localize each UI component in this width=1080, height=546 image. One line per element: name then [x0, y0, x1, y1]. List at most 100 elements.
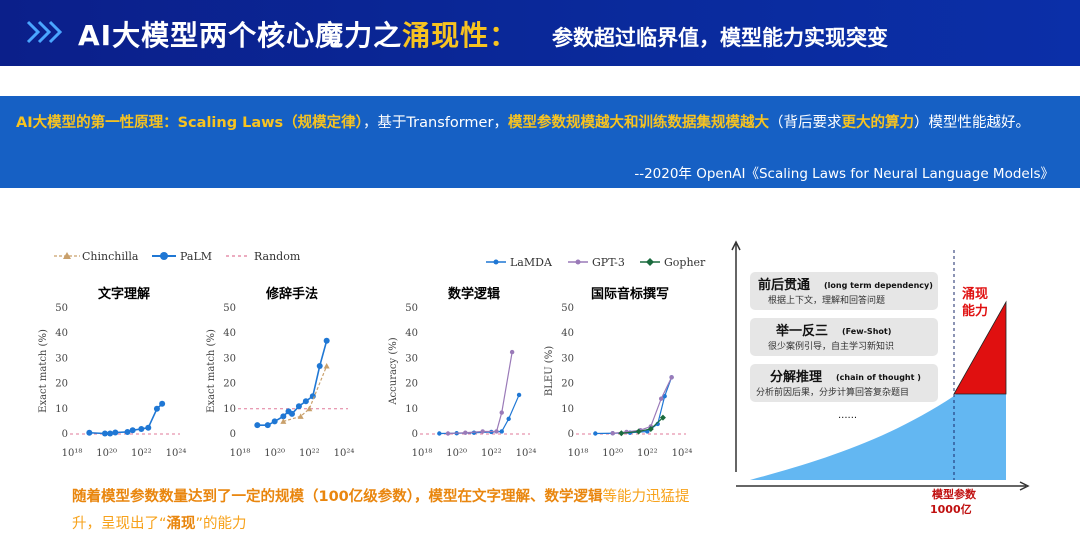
y-tick-label: 30	[405, 353, 418, 364]
data-point	[669, 375, 674, 380]
box3-en: (chain of thought )	[836, 373, 921, 382]
data-point	[593, 431, 598, 436]
box1-title: 前后贯通	[758, 277, 810, 293]
x-tick-label: 10²⁰	[446, 448, 467, 459]
x-label-1: 模型参数	[932, 487, 977, 500]
chevrons-right-icon	[26, 20, 63, 44]
chart-title: 数学逻辑	[448, 286, 500, 302]
x-label-2: 1000亿	[930, 503, 972, 516]
data-point	[659, 414, 666, 421]
emergent-triangle	[953, 300, 1007, 395]
data-point	[297, 413, 304, 419]
intro-seg1: AI大模型的第一性原理：Scaling Laws（规模定律）	[16, 115, 363, 131]
y-tick-label: 0	[230, 429, 236, 440]
data-point	[129, 427, 136, 434]
header-banner: AI大模型两个核心魔力之涌现性： 参数超过临界值，模型能力实现突变	[0, 0, 1080, 66]
data-point	[618, 430, 625, 437]
bottom-s3: 等能力迅猛提升，呈现出了“	[72, 489, 690, 532]
chart-title: 国际音标撰写	[591, 286, 669, 302]
y-tick-label: 20	[223, 379, 236, 390]
box1-sub: 根据上下文，理解和回答问题	[768, 294, 885, 306]
y-tick-label: 20	[55, 379, 68, 390]
data-point	[124, 428, 131, 435]
data-point	[280, 413, 287, 420]
y-tick-label: 50	[223, 303, 236, 314]
bottom-s4: 涌现	[166, 516, 196, 532]
legend-gopher-label: Gopher	[664, 256, 706, 269]
box1-en: (long term dependency)	[824, 281, 933, 290]
title-colon: ：	[489, 19, 519, 52]
data-point	[107, 430, 114, 437]
data-point	[499, 429, 504, 434]
data-point	[647, 425, 654, 432]
x-tick-label: 10²⁰	[602, 448, 623, 459]
data-point	[306, 405, 313, 412]
page-title: AI大模型两个核心魔力之涌现性：	[78, 14, 518, 54]
bottom-s5: ”的能力	[195, 516, 247, 532]
intro-citation: --2020年 OpenAI《Scaling Laws for Neural L…	[634, 166, 1054, 182]
box3-title: 分解推理	[770, 369, 822, 385]
box2-sub: 很少案例引导，自主学习新知识	[768, 340, 894, 352]
x-tick-label: 10²⁰	[96, 448, 117, 459]
data-point	[635, 428, 642, 435]
legend-random-label: Random	[254, 250, 301, 263]
emergent-label-1: 涌现	[962, 287, 988, 302]
bottom-s1: 随着模型参数数量达到了一定的规模（100亿级参数），模型在	[72, 489, 473, 505]
y-axis-label: BLEU (%)	[544, 346, 555, 396]
intro-seg4: （背后要求	[768, 115, 842, 131]
x-tick-label: 10²⁴	[516, 448, 537, 459]
data-point	[509, 349, 515, 355]
data-point	[254, 422, 261, 429]
legend-right: LaMDA GPT-3 Gopher	[486, 256, 706, 269]
x-tick-label: 10²²	[481, 448, 502, 459]
y-tick-label: 30	[55, 353, 68, 364]
y-tick-label: 40	[561, 328, 574, 339]
data-point	[289, 410, 295, 417]
data-point	[159, 400, 166, 407]
x-tick-label: 10¹⁸	[412, 448, 433, 459]
legend-left: Chinchilla PaLM Random	[54, 250, 301, 263]
data-point	[86, 429, 93, 436]
x-tick-label: 10²⁴	[672, 448, 693, 459]
bottom-summary: 随着模型参数数量达到了一定的规模（100亿级参数），模型在文字理解、数学逻辑等能…	[72, 484, 692, 538]
y-tick-label: 10	[223, 404, 236, 415]
data-point	[138, 425, 145, 432]
more-dots: ......	[838, 410, 857, 421]
y-axis-label: Accuracy (%)	[388, 337, 399, 405]
intro-seg5: 更大的算力	[841, 115, 914, 131]
intro-seg3: 模型参数规模越大和训练数据集规模越大	[507, 115, 769, 131]
series-line-lamda	[595, 377, 673, 435]
y-tick-label: 10	[561, 404, 574, 415]
data-point	[494, 429, 499, 434]
y-axis-label: Exact match (%)	[38, 329, 49, 413]
y-axis-arrow-icon	[731, 240, 741, 251]
data-point	[153, 405, 160, 412]
box3-sub: 分析前因后果，分步计算回答复杂题目	[756, 386, 909, 398]
intro-seg6: ）模型性能越好。	[913, 115, 1030, 131]
chart-title: 修辞手法	[265, 286, 318, 302]
x-tick-label: 10¹⁸	[568, 448, 589, 459]
chart-panel-1: 文字理解 0 10 20 30 40 50 10¹⁸ 10²⁰ 10²² 10²⁴ Exact mat…	[38, 286, 186, 459]
data-point	[323, 362, 330, 369]
y-tick-label: 40	[55, 328, 68, 339]
legend-gpt3-marker	[575, 259, 581, 265]
series-line-gpt-3	[612, 377, 673, 434]
emergence-diagram: 前后贯通 (long term dependency) 根据上下文，理解和回答问…	[731, 240, 1030, 500]
box2-title: 举一反三	[775, 323, 828, 339]
chart-panel-2: 修辞手法 0 10 20 30 40 50 10¹⁸ 10²⁰ 10²² 10²⁴ Exact mat…	[206, 286, 354, 459]
data-point	[437, 431, 442, 436]
series-line-lamda	[439, 394, 520, 435]
legend-lamda-label: LaMDA	[510, 256, 553, 269]
y-tick-label: 20	[405, 379, 418, 390]
data-point	[271, 418, 278, 425]
y-tick-label: 50	[405, 303, 418, 314]
legend-gopher-marker	[646, 258, 654, 266]
legend-chinchilla-marker	[63, 252, 71, 259]
y-tick-label: 30	[561, 353, 574, 364]
y-tick-label: 40	[405, 328, 418, 339]
x-axis-arrow-icon	[1019, 481, 1030, 491]
title-prefix: AI大模型两个核心魔力之	[78, 19, 403, 52]
data-point	[101, 430, 108, 437]
series-line-chinchilla	[283, 365, 328, 422]
data-point	[499, 410, 504, 415]
